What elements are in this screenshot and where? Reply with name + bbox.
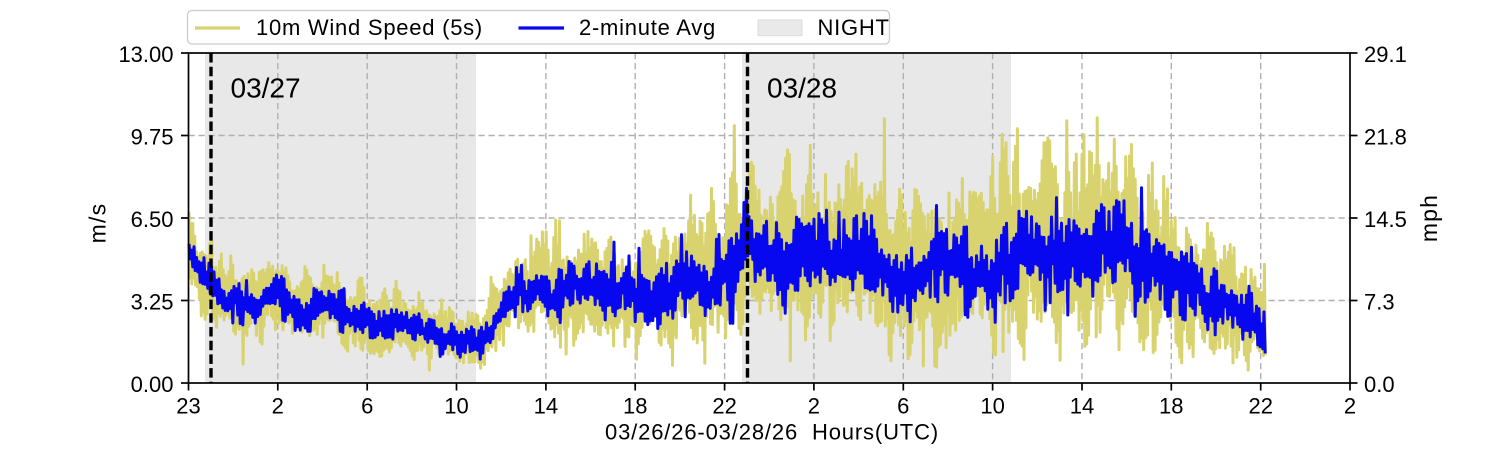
svg-text:22: 22 (1248, 394, 1272, 419)
svg-text:03/26/26-03/28/26 Hours(UTC): 03/26/26-03/28/26 Hours(UTC) (605, 420, 939, 445)
svg-text:03/28: 03/28 (767, 73, 837, 104)
svg-text:7.3: 7.3 (1364, 290, 1395, 315)
svg-text:9.75: 9.75 (131, 125, 174, 150)
svg-text:22: 22 (712, 394, 736, 419)
svg-text:13.00: 13.00 (118, 42, 173, 67)
svg-text:6.50: 6.50 (131, 207, 174, 232)
svg-text:14: 14 (534, 394, 558, 419)
svg-text:m/s: m/s (85, 203, 111, 244)
svg-text:2-minute Avg: 2-minute Avg (579, 15, 716, 40)
svg-text:18: 18 (1159, 394, 1183, 419)
svg-text:29.1: 29.1 (1364, 42, 1407, 67)
svg-text:14.5: 14.5 (1364, 207, 1407, 232)
svg-text:2: 2 (272, 394, 284, 419)
svg-text:14: 14 (1070, 394, 1094, 419)
svg-text:10: 10 (980, 394, 1004, 419)
svg-text:2: 2 (808, 394, 820, 419)
svg-text:NIGHT: NIGHT (818, 15, 890, 40)
svg-text:0.0: 0.0 (1364, 372, 1395, 397)
svg-text:3.25: 3.25 (131, 290, 174, 315)
svg-text:2: 2 (1344, 394, 1356, 419)
svg-text:mph: mph (1416, 194, 1442, 242)
svg-text:10m Wind Speed (5s): 10m Wind Speed (5s) (256, 15, 483, 40)
svg-text:03/27: 03/27 (231, 73, 301, 104)
svg-text:21.8: 21.8 (1364, 125, 1407, 150)
svg-text:18: 18 (623, 394, 647, 419)
svg-text:6: 6 (361, 394, 373, 419)
svg-text:23: 23 (176, 394, 200, 419)
svg-text:6: 6 (897, 394, 909, 419)
svg-text:0.00: 0.00 (131, 372, 174, 397)
svg-text:10: 10 (444, 394, 468, 419)
